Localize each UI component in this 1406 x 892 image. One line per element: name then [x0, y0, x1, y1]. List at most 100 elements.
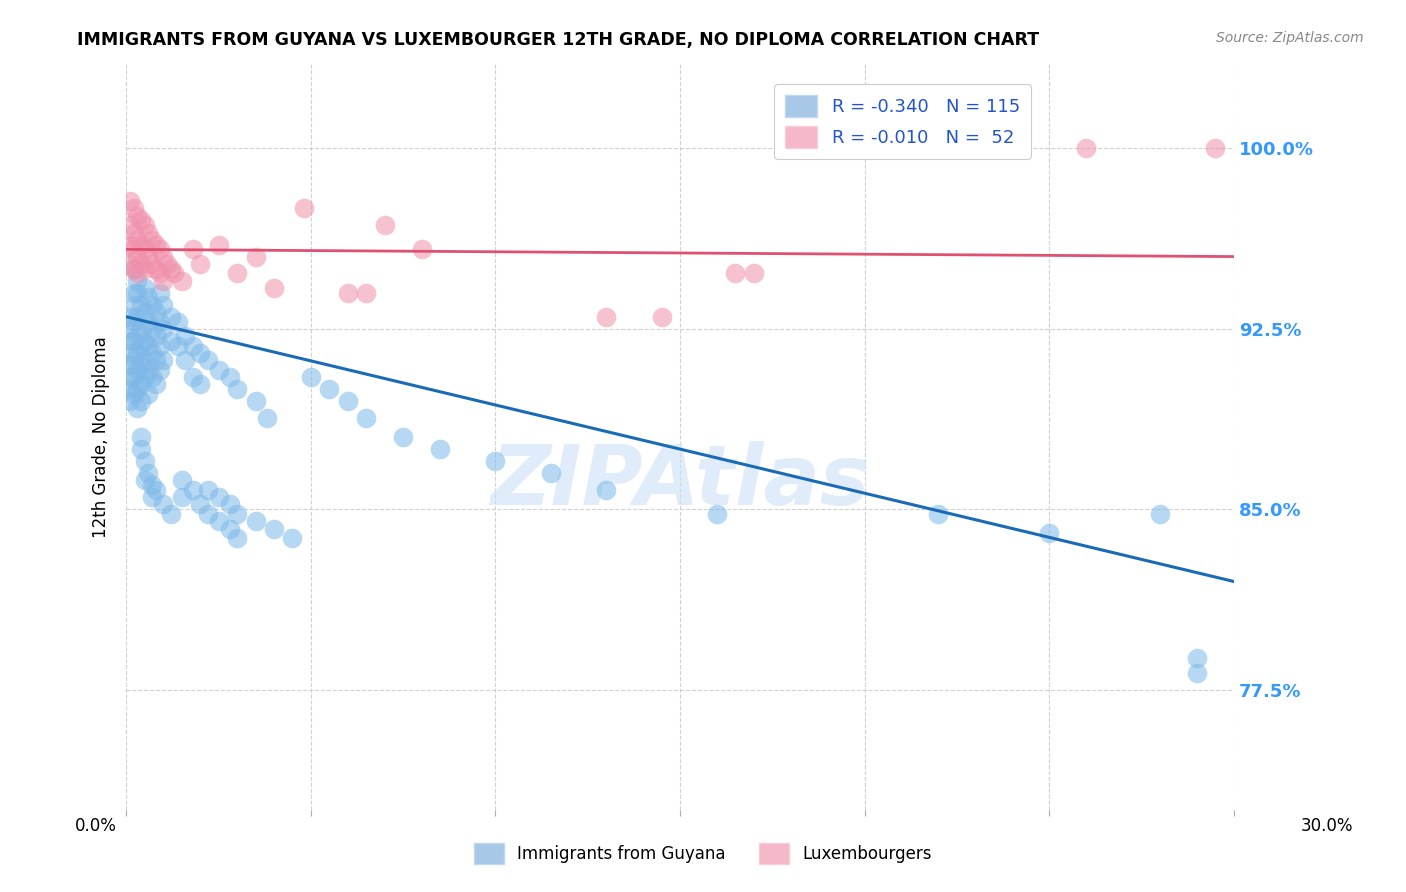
Point [129, 338, 152, 352]
Point [148, 267, 170, 281]
Point [256, 410, 278, 425]
Point [336, 285, 359, 300]
Point [152, 353, 174, 368]
Point [141, 233, 163, 247]
Point [122, 298, 145, 312]
Point [174, 353, 197, 368]
Point [118, 322, 141, 336]
Point [127, 382, 149, 396]
Legend: R = -0.340   N = 115, R = -0.010   N =  52: R = -0.340 N = 115, R = -0.010 N = 52 [775, 84, 1031, 159]
Point [118, 194, 141, 209]
Point [129, 298, 152, 312]
Point [122, 226, 145, 240]
Point [122, 261, 145, 276]
Point [141, 346, 163, 360]
Point [1076, 141, 1098, 155]
Point [129, 257, 152, 271]
Point [127, 362, 149, 376]
Point [159, 261, 181, 276]
Point [134, 454, 156, 468]
Point [207, 514, 229, 528]
Point [181, 370, 204, 384]
Text: ZIPAtlas: ZIPAtlas [491, 442, 870, 523]
Point [263, 281, 285, 295]
Point [118, 370, 141, 384]
Point [118, 382, 141, 396]
Text: Source: ZipAtlas.com: Source: ZipAtlas.com [1216, 31, 1364, 45]
Point [138, 291, 160, 305]
Point [181, 483, 204, 497]
Point [218, 370, 240, 384]
Point [129, 358, 152, 372]
Point [167, 314, 190, 328]
Point [141, 478, 163, 492]
Point [152, 322, 174, 336]
Point [181, 338, 204, 352]
Point [127, 329, 149, 343]
Point [138, 338, 160, 352]
Text: 0.0%: 0.0% [75, 817, 117, 835]
Point [159, 507, 181, 521]
Point [218, 522, 240, 536]
Point [1038, 526, 1060, 541]
Point [1204, 141, 1226, 155]
Point [170, 274, 193, 288]
Point [134, 353, 156, 368]
Point [245, 250, 267, 264]
Point [129, 237, 152, 252]
Point [122, 261, 145, 276]
Point [188, 257, 211, 271]
Point [152, 498, 174, 512]
Point [374, 219, 396, 233]
Point [156, 257, 179, 271]
Point [129, 213, 152, 227]
Point [152, 298, 174, 312]
Point [354, 285, 377, 300]
Point [148, 338, 170, 352]
Point [134, 334, 156, 348]
Point [127, 346, 149, 360]
Point [148, 243, 170, 257]
Point [122, 370, 145, 384]
Point [141, 490, 163, 504]
Point [595, 310, 617, 324]
Point [1185, 665, 1208, 680]
Point [540, 466, 562, 480]
Point [141, 370, 163, 384]
Point [145, 261, 167, 276]
Point [138, 250, 160, 264]
Point [122, 202, 145, 216]
Point [145, 305, 167, 319]
Point [127, 233, 149, 247]
Point [188, 377, 211, 392]
Text: 30.0%: 30.0% [1301, 817, 1354, 835]
Point [148, 362, 170, 376]
Point [122, 243, 145, 257]
Point [134, 219, 156, 233]
Point [411, 243, 433, 257]
Point [218, 498, 240, 512]
Point [706, 507, 728, 521]
Point [145, 483, 167, 497]
Point [197, 353, 219, 368]
Point [484, 454, 506, 468]
Point [336, 394, 359, 409]
Point [141, 322, 163, 336]
Point [118, 257, 141, 271]
Point [181, 243, 204, 257]
Point [118, 358, 141, 372]
Point [141, 298, 163, 312]
Point [138, 466, 160, 480]
Point [263, 522, 285, 536]
Point [134, 474, 156, 488]
Point [129, 377, 152, 392]
Point [127, 209, 149, 223]
Point [207, 237, 229, 252]
Point [145, 237, 167, 252]
Point [141, 257, 163, 271]
Point [138, 314, 160, 328]
Point [148, 314, 170, 328]
Point [127, 401, 149, 416]
Point [118, 394, 141, 409]
Point [134, 243, 156, 257]
